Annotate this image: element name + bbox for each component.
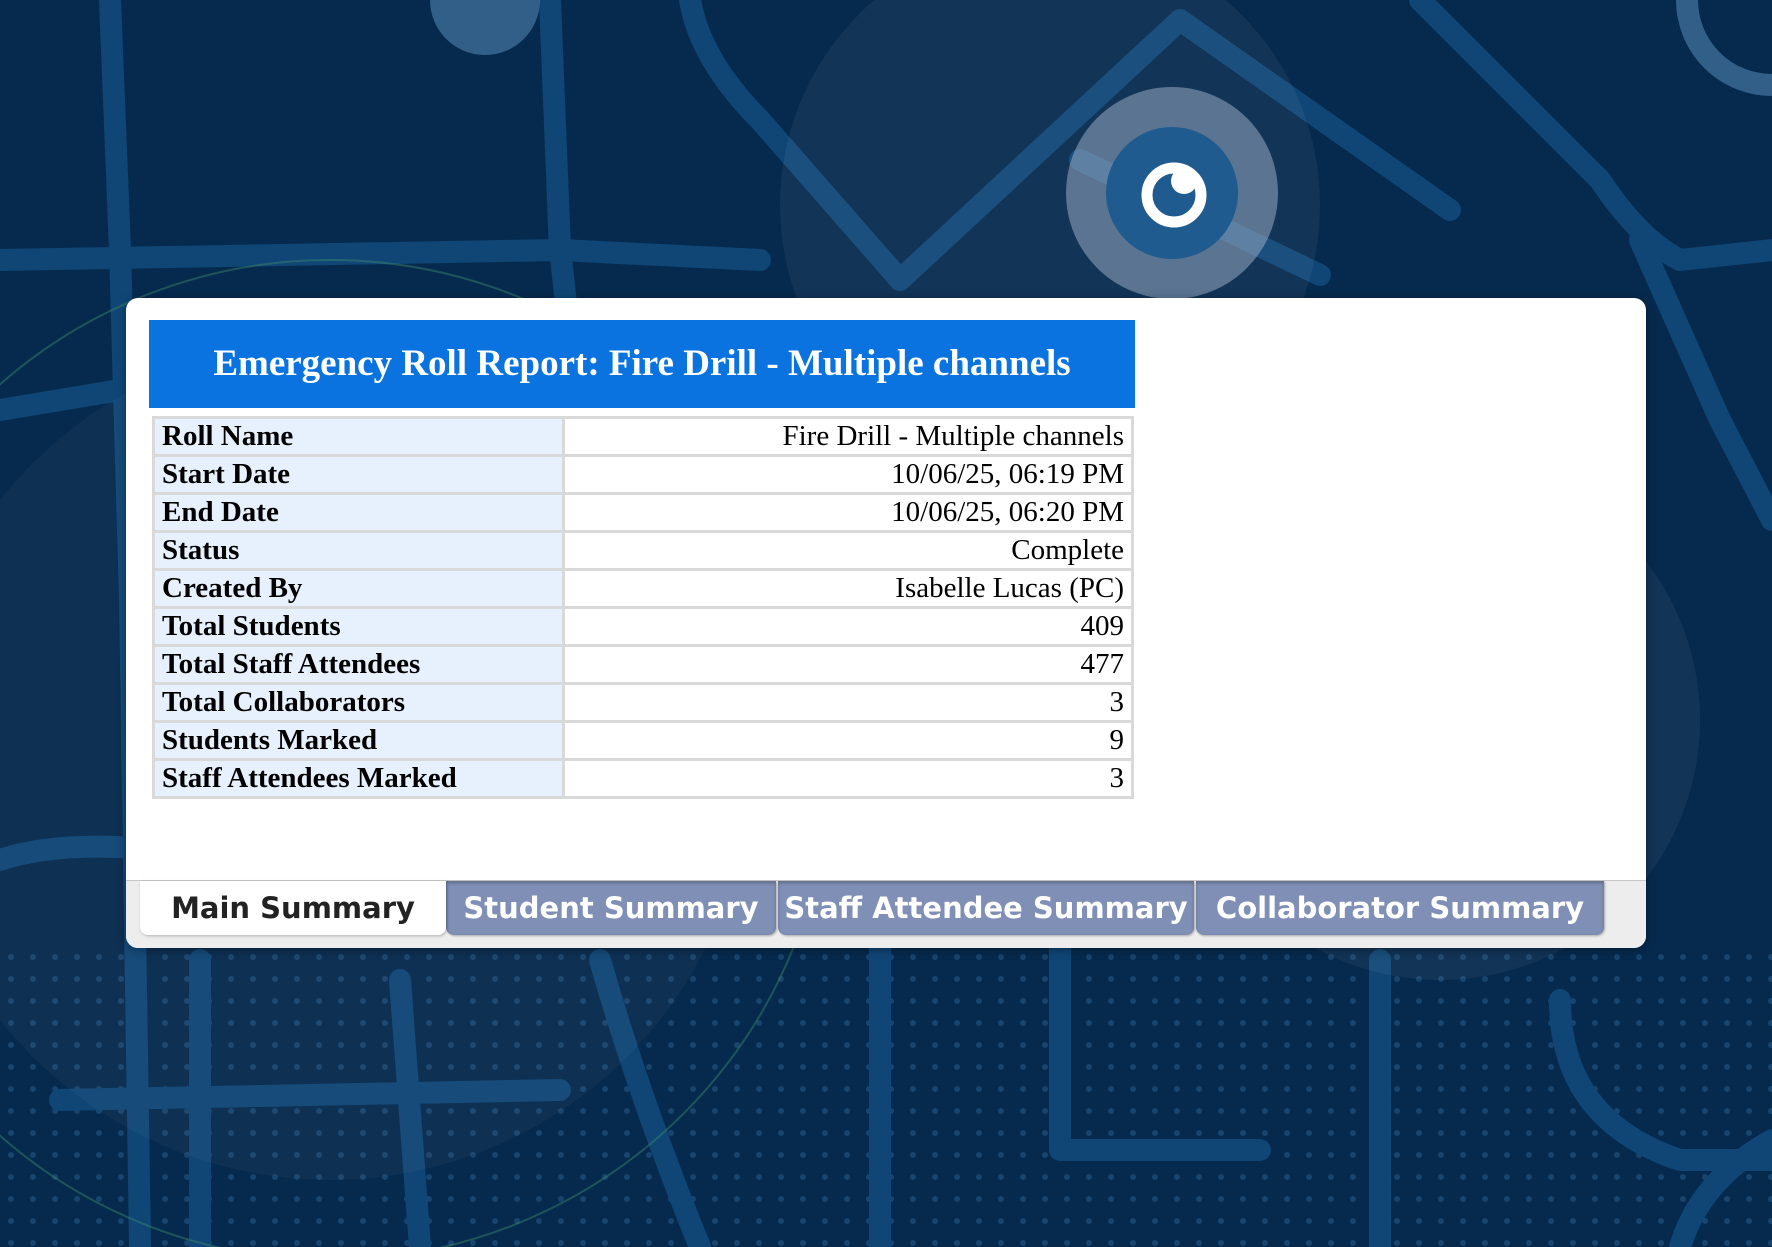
- row-value: 409: [565, 609, 1131, 644]
- report-window: Emergency Roll Report: Fire Drill - Mult…: [126, 298, 1646, 948]
- row-label: Created By: [155, 571, 562, 606]
- tab-student-summary[interactable]: Student Summary: [446, 881, 776, 935]
- tab-main-summary[interactable]: Main Summary: [140, 881, 446, 935]
- row-label: End Date: [155, 495, 562, 530]
- row-label: Roll Name: [155, 419, 562, 454]
- row-value: 3: [565, 685, 1131, 720]
- row-label: Students Marked: [155, 723, 562, 758]
- app-logo: [1066, 87, 1278, 299]
- report-title: Emergency Roll Report: Fire Drill - Mult…: [149, 320, 1135, 408]
- table-row: Staff Attendees Marked 3: [155, 761, 1131, 796]
- row-value: Fire Drill - Multiple channels: [565, 419, 1131, 454]
- tab-collaborator-summary[interactable]: Collaborator Summary: [1196, 881, 1604, 935]
- row-value: 10/06/25, 06:20 PM: [565, 495, 1131, 530]
- row-value: 3: [565, 761, 1131, 796]
- row-value: 477: [565, 647, 1131, 682]
- table-row: Total Students 409: [155, 609, 1131, 644]
- table-row: Total Staff Attendees 477: [155, 647, 1131, 682]
- row-value: 10/06/25, 06:19 PM: [565, 457, 1131, 492]
- row-value: Isabelle Lucas (PC): [565, 571, 1131, 606]
- row-label: Total Students: [155, 609, 562, 644]
- table-row: Roll Name Fire Drill - Multiple channels: [155, 419, 1131, 454]
- row-label: Staff Attendees Marked: [155, 761, 562, 796]
- row-label: Start Date: [155, 457, 562, 492]
- table-row: Created By Isabelle Lucas (PC): [155, 571, 1131, 606]
- tab-staff-attendee-summary[interactable]: Staff Attendee Summary: [778, 881, 1194, 935]
- row-label: Total Collaborators: [155, 685, 562, 720]
- table-row: Start Date 10/06/25, 06:19 PM: [155, 457, 1131, 492]
- app-logo-icon: [1141, 162, 1207, 228]
- sheet-tab-bar: Main Summary Student Summary Staff Atten…: [126, 880, 1646, 948]
- table-row: Students Marked 9: [155, 723, 1131, 758]
- row-label: Status: [155, 533, 562, 568]
- table-row: Status Complete: [155, 533, 1131, 568]
- app-logo-badge: [1106, 127, 1238, 259]
- table-row: End Date 10/06/25, 06:20 PM: [155, 495, 1131, 530]
- summary-table: Roll Name Fire Drill - Multiple channels S…: [152, 416, 1134, 799]
- table-row: Total Collaborators 3: [155, 685, 1131, 720]
- row-label: Total Staff Attendees: [155, 647, 562, 682]
- summary-table-body: Roll Name Fire Drill - Multiple channels S…: [155, 419, 1131, 796]
- row-value: 9: [565, 723, 1131, 758]
- row-value: Complete: [565, 533, 1131, 568]
